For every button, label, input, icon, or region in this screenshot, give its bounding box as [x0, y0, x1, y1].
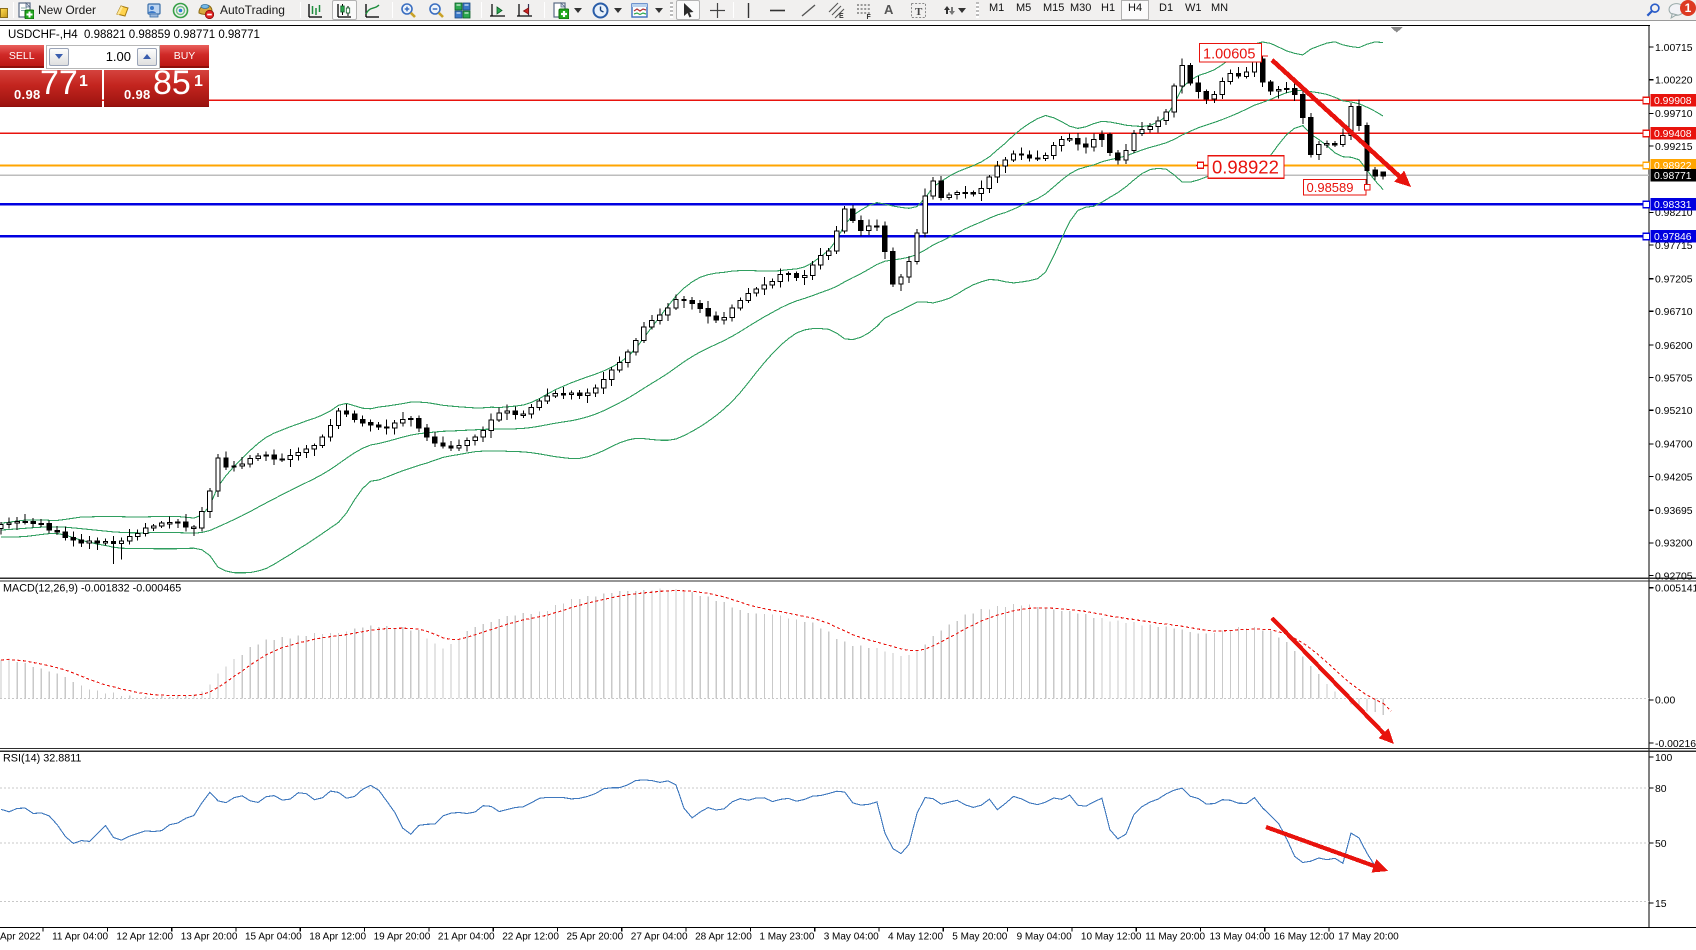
svg-text:28 Apr 12:00: 28 Apr 12:00: [695, 932, 752, 943]
svg-text:13 Apr 20:00: 13 Apr 20:00: [181, 932, 238, 943]
svg-text:Apr 2022: Apr 2022: [0, 932, 41, 943]
svg-text:10 May 12:00: 10 May 12:00: [1081, 932, 1142, 943]
svg-text:4 May 12:00: 4 May 12:00: [888, 932, 943, 943]
svg-text:15 Apr 04:00: 15 Apr 04:00: [245, 932, 302, 943]
svg-text:9 May 04:00: 9 May 04:00: [1017, 932, 1072, 943]
svg-text:0.95210: 0.95210: [1655, 406, 1693, 417]
svg-text:1.00715: 1.00715: [1655, 43, 1693, 54]
svg-text:T: T: [915, 6, 923, 18]
svg-text:1.00605: 1.00605: [1203, 47, 1255, 63]
svg-text:RSI(14) 32.8811: RSI(14) 32.8811: [3, 753, 81, 765]
svg-text:0.95705: 0.95705: [1655, 373, 1693, 384]
svg-text:USDCHF-,H4 0.98821 0.98859 0.: USDCHF-,H4 0.98821 0.98859 0.98771 0.987…: [8, 29, 260, 41]
svg-text:0.99215: 0.99215: [1655, 142, 1693, 153]
svg-text:0.99908: 0.99908: [1654, 96, 1692, 107]
svg-text:0.98589: 0.98589: [1307, 180, 1354, 195]
svg-text:0.97205: 0.97205: [1655, 275, 1693, 286]
svg-text:11 May 20:00: 11 May 20:00: [1145, 932, 1205, 943]
svg-text:21 Apr 04:00: 21 Apr 04:00: [438, 932, 495, 943]
svg-text:F: F: [867, 14, 872, 19]
svg-text:0.98922: 0.98922: [1212, 157, 1279, 178]
svg-text:0.96200: 0.96200: [1655, 341, 1693, 352]
svg-text:0.98771: 0.98771: [1654, 171, 1692, 182]
svg-text:15: 15: [1655, 899, 1667, 910]
svg-text:3 May 04:00: 3 May 04:00: [824, 932, 879, 943]
svg-text:25 Apr 20:00: 25 Apr 20:00: [567, 932, 624, 943]
svg-text:0.005141: 0.005141: [1655, 584, 1696, 595]
svg-text:27 Apr 04:00: 27 Apr 04:00: [631, 932, 688, 943]
svg-text:12 Apr 12:00: 12 Apr 12:00: [116, 932, 173, 943]
svg-text:18 Apr 12:00: 18 Apr 12:00: [309, 932, 366, 943]
svg-text:0.92705: 0.92705: [1655, 571, 1693, 582]
svg-text:50: 50: [1655, 839, 1667, 850]
svg-text:1 May 23:00: 1 May 23:00: [759, 932, 814, 943]
svg-text:80: 80: [1655, 784, 1667, 795]
svg-text:0.00: 0.00: [1655, 696, 1675, 707]
svg-text:0.93695: 0.93695: [1655, 506, 1693, 517]
svg-text:-0.002165: -0.002165: [1655, 739, 1696, 750]
svg-text:0.94700: 0.94700: [1655, 440, 1693, 451]
svg-text:0.99710: 0.99710: [1655, 109, 1693, 120]
svg-text:0.96710: 0.96710: [1655, 307, 1693, 318]
svg-text:MACD(12,26,9) -0.001832 -0.000: MACD(12,26,9) -0.001832 -0.000465: [3, 583, 181, 595]
svg-text:100: 100: [1655, 753, 1673, 764]
svg-text:0.97846: 0.97846: [1654, 232, 1692, 243]
svg-text:0.99408: 0.99408: [1654, 129, 1692, 140]
svg-text:19 Apr 20:00: 19 Apr 20:00: [374, 932, 431, 943]
svg-text:0.93200: 0.93200: [1655, 539, 1693, 550]
svg-text:5 May 20:00: 5 May 20:00: [952, 932, 1007, 943]
svg-text:E: E: [839, 13, 844, 19]
svg-text:17 May 20:00: 17 May 20:00: [1338, 932, 1399, 943]
svg-text:11 Apr 04:00: 11 Apr 04:00: [52, 932, 108, 943]
svg-text:13 May 04:00: 13 May 04:00: [1210, 932, 1271, 943]
svg-text:0.98331: 0.98331: [1654, 200, 1692, 211]
svg-text:16 May 12:00: 16 May 12:00: [1274, 932, 1335, 943]
svg-text:22 Apr 12:00: 22 Apr 12:00: [502, 932, 559, 943]
svg-text:0.94205: 0.94205: [1655, 472, 1693, 483]
svg-text:1.00220: 1.00220: [1655, 76, 1693, 87]
